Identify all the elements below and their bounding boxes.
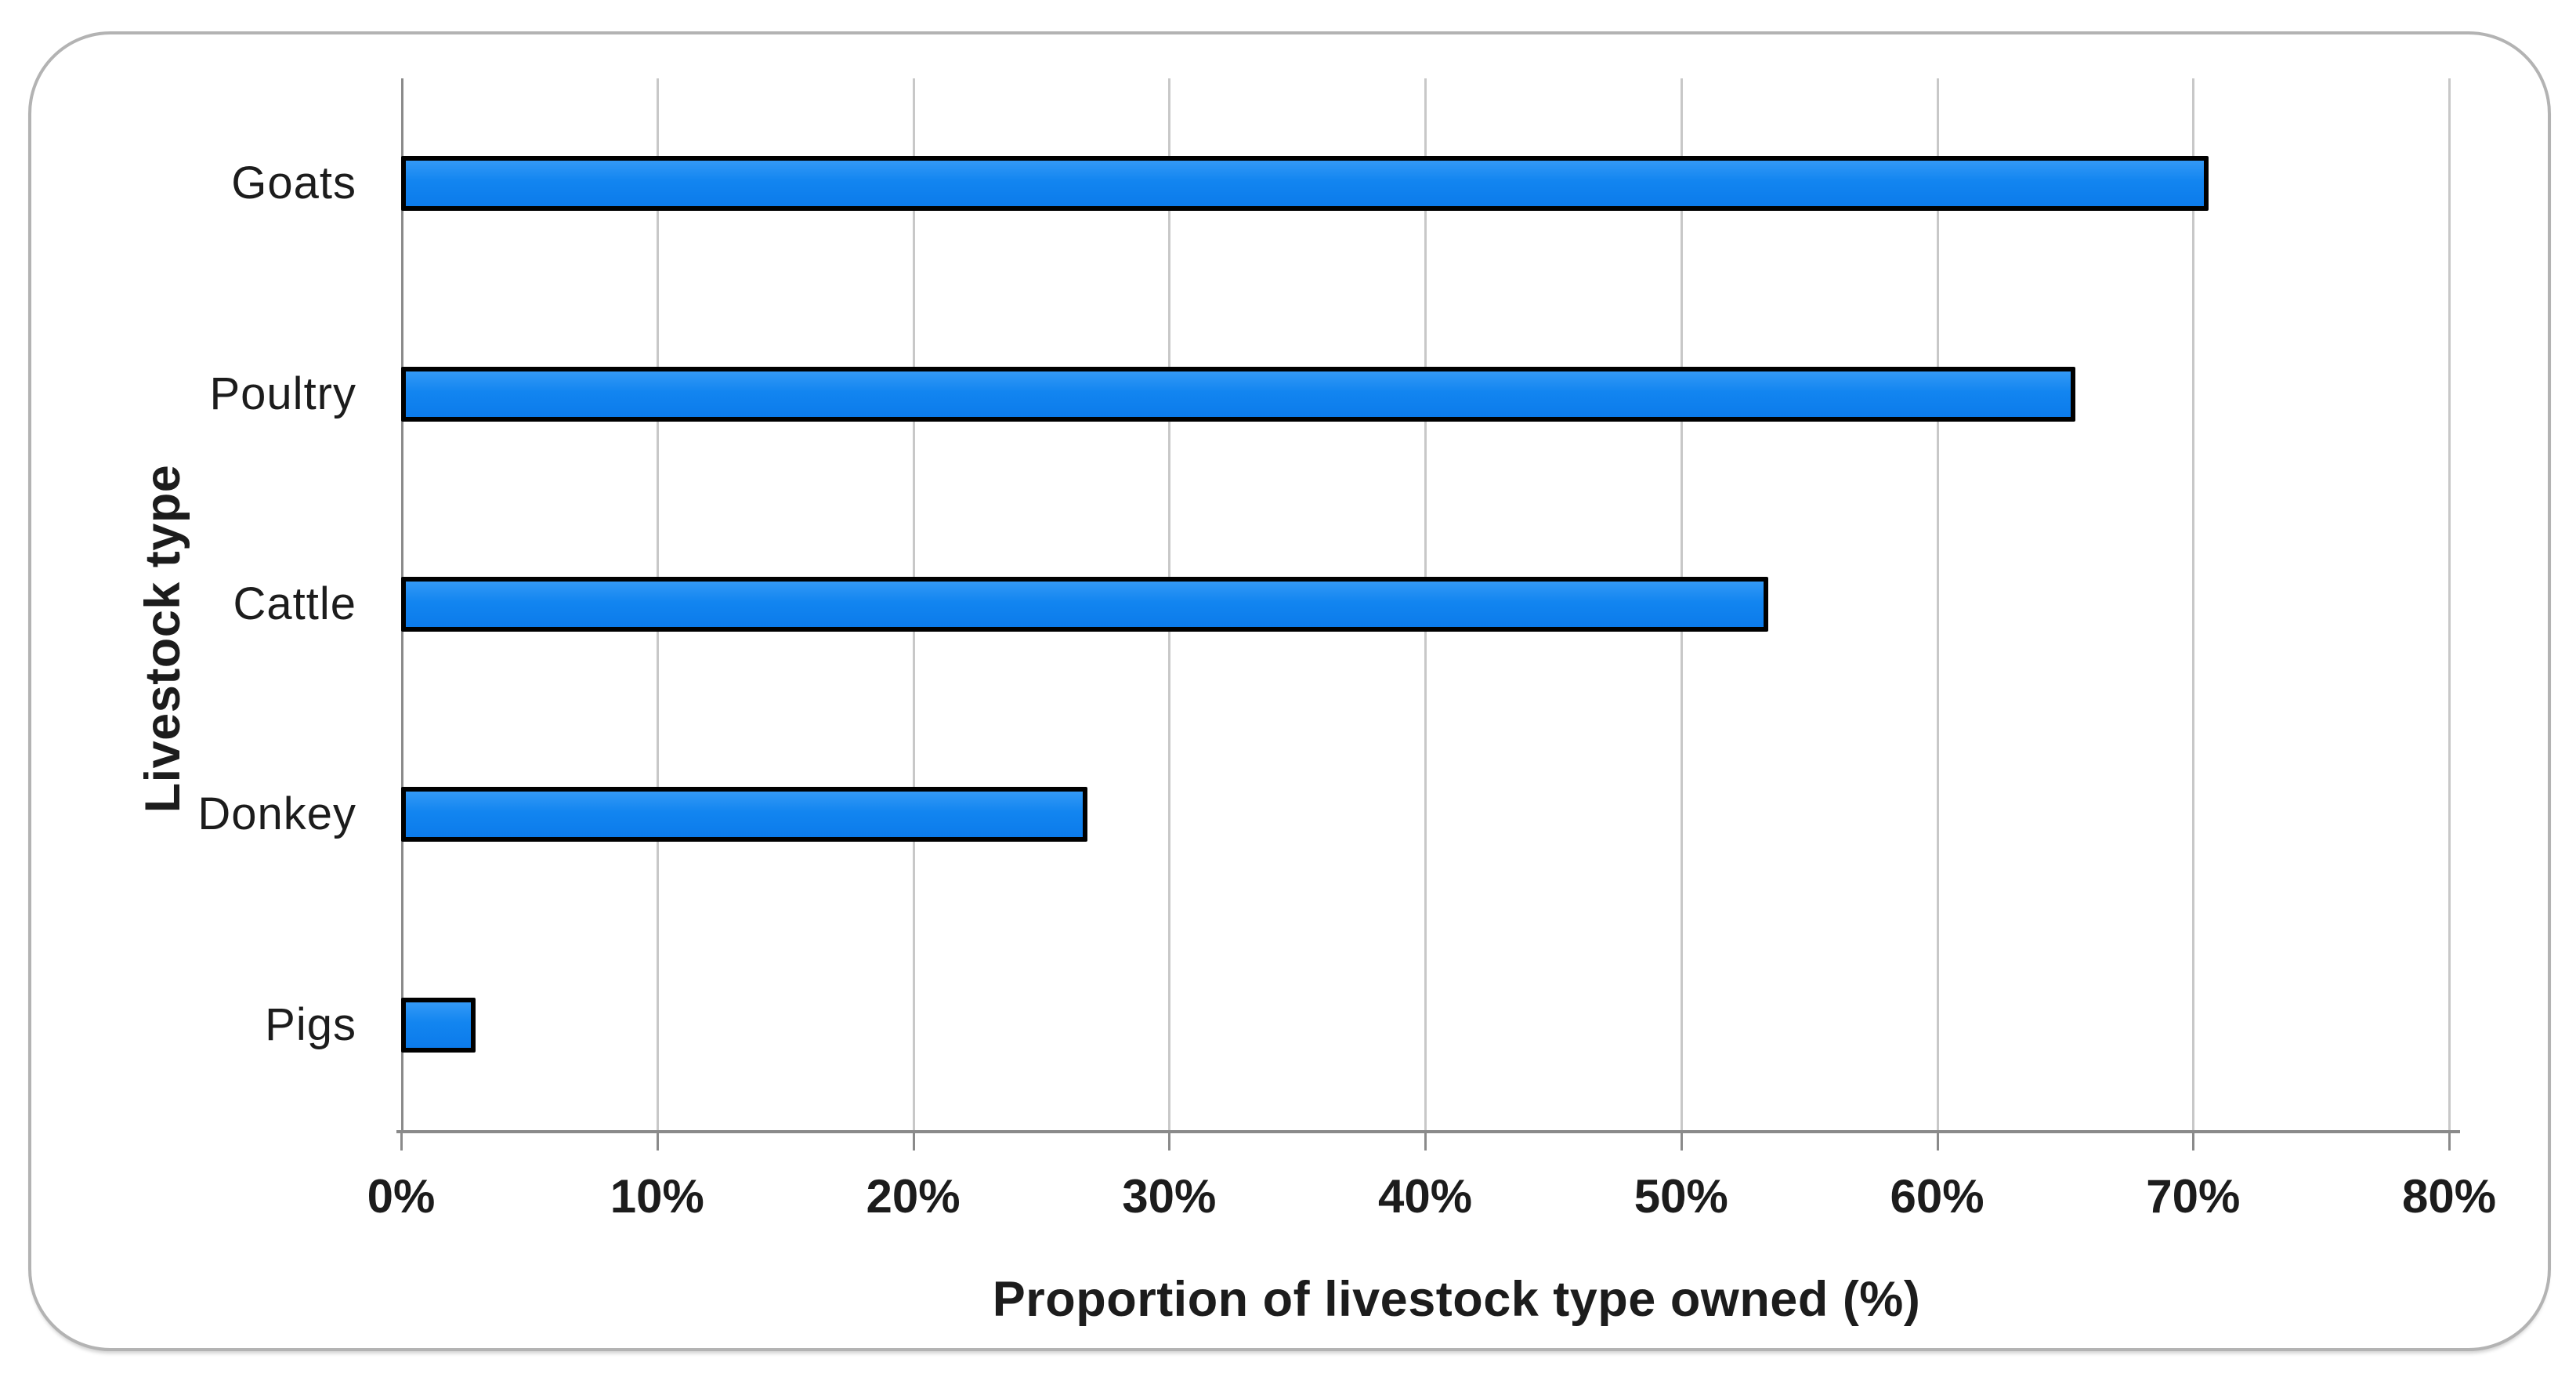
- category-label-poultry: Poultry: [209, 368, 356, 419]
- bar-donkey: [401, 787, 1087, 843]
- x-axis-tick: [656, 1130, 659, 1151]
- x-axis-line: [396, 1130, 2460, 1133]
- x-tick-label: 50%: [1634, 1170, 1728, 1223]
- x-tick-label: 30%: [1122, 1170, 1217, 1223]
- category-label-cattle: Cattle: [233, 578, 356, 629]
- major-gridline: [1936, 78, 1939, 1130]
- x-tick-label: 80%: [2401, 1170, 2497, 1223]
- x-axis-tick: [2448, 1130, 2451, 1151]
- x-tick-label: 10%: [610, 1170, 704, 1223]
- x-axis-tick: [912, 1130, 915, 1151]
- bar-goats: [401, 156, 2209, 212]
- category-label-goats: Goats: [231, 158, 356, 209]
- major-gridline: [2192, 78, 2195, 1130]
- x-axis-title: Proportion of livestock type owned (%): [992, 1272, 1921, 1327]
- x-tick-label: 70%: [2146, 1170, 2241, 1223]
- bar-pigs: [401, 997, 476, 1053]
- x-axis-tick: [1424, 1130, 1427, 1151]
- x-axis-tick: [1936, 1130, 1939, 1151]
- bar-poultry: [401, 366, 2075, 422]
- category-label-donkey: Donkey: [197, 788, 356, 840]
- x-tick-label: 40%: [1377, 1170, 1473, 1223]
- x-axis-tick: [2192, 1130, 2195, 1151]
- bar-cattle: [401, 577, 1768, 632]
- x-axis-tick: [1168, 1130, 1171, 1151]
- x-axis-tick: [1680, 1130, 1683, 1151]
- x-axis-tick: [400, 1130, 403, 1151]
- x-tick-label: 0%: [367, 1170, 436, 1223]
- x-tick-label: 20%: [866, 1170, 961, 1223]
- category-label-pigs: Pigs: [265, 998, 356, 1050]
- major-gridline: [2448, 78, 2451, 1130]
- chart-frame: Livestock type Proportion of livestock t…: [28, 31, 2551, 1351]
- y-axis-title: Livestock type: [136, 464, 190, 814]
- x-tick-label: 60%: [1890, 1170, 1984, 1223]
